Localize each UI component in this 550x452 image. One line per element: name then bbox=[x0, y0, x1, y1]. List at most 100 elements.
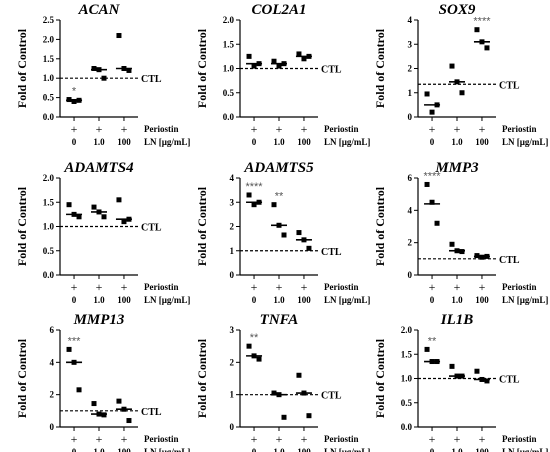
data-point bbox=[246, 53, 252, 59]
panel-title: ACAN bbox=[78, 2, 121, 18]
data-point bbox=[459, 249, 465, 255]
y-tick-label: 0.0 bbox=[401, 422, 413, 432]
row-label-periostin: Periostin bbox=[144, 434, 179, 444]
ln-dose-label: 1.0 bbox=[451, 295, 463, 305]
y-tick-label: 1 bbox=[230, 390, 235, 400]
ln-dose-label: 1.0 bbox=[93, 137, 105, 147]
significance-marker: **** bbox=[423, 170, 441, 182]
y-tick-label: 6 bbox=[408, 173, 413, 183]
data-point bbox=[449, 363, 455, 369]
y-axis-label: Fold of Control bbox=[15, 338, 29, 418]
data-point bbox=[296, 230, 302, 236]
row-label-periostin: Periostin bbox=[144, 124, 179, 134]
data-point bbox=[306, 245, 312, 251]
periostin-plus: + bbox=[301, 280, 308, 294]
data-point bbox=[251, 202, 257, 208]
y-tick-label: 2 bbox=[408, 64, 413, 74]
periostin-plus: + bbox=[454, 432, 461, 446]
data-point bbox=[246, 343, 252, 349]
periostin-plus: + bbox=[276, 122, 283, 136]
row-label-ln: LN [µg/mL] bbox=[502, 137, 548, 147]
data-point bbox=[66, 202, 72, 208]
row-label-periostin: Periostin bbox=[502, 434, 537, 444]
y-tick-label: 2.0 bbox=[401, 325, 413, 335]
data-point bbox=[101, 75, 107, 81]
panel-title: COL2A1 bbox=[251, 2, 306, 18]
ctl-label: CTL bbox=[141, 74, 162, 85]
ln-dose-label: 1.0 bbox=[93, 295, 105, 305]
data-point bbox=[296, 372, 302, 378]
data-point bbox=[91, 204, 97, 210]
y-tick-label: 0.5 bbox=[401, 398, 413, 408]
periostin-plus: + bbox=[429, 280, 436, 294]
ln-dose-label: 100 bbox=[475, 295, 489, 305]
ctl-label: CTL bbox=[499, 375, 520, 386]
y-tick-label: 2.0 bbox=[43, 34, 55, 44]
y-tick-label: 1.5 bbox=[401, 349, 413, 359]
ln-dose-label: 100 bbox=[117, 447, 131, 452]
ln-dose-label: 1.0 bbox=[451, 447, 463, 452]
periostin-plus: + bbox=[251, 432, 258, 446]
ln-dose-label: 1.0 bbox=[451, 137, 463, 147]
ln-dose-label: 0 bbox=[430, 295, 435, 305]
ln-dose-label: 1.0 bbox=[273, 447, 285, 452]
data-point bbox=[246, 192, 252, 198]
y-tick-label: 1.0 bbox=[43, 73, 55, 83]
ctl-label: CTL bbox=[321, 65, 342, 76]
row-label-periostin: Periostin bbox=[324, 282, 359, 292]
data-point bbox=[116, 398, 122, 404]
data-point bbox=[76, 214, 82, 220]
panel-acan: ACAN Fold of Control 0.0 0.5 1.0 1.5 2.0 2.5 CTL… bbox=[15, 2, 190, 147]
ln-dose-label: 1.0 bbox=[273, 295, 285, 305]
row-label-periostin: Periostin bbox=[502, 124, 537, 134]
data-point bbox=[449, 241, 455, 247]
ctl-label: CTL bbox=[499, 255, 520, 266]
y-tick-label: 2 bbox=[408, 238, 413, 248]
panel-title: IL1B bbox=[440, 312, 474, 328]
data-point bbox=[474, 368, 480, 374]
y-tick-label: 0 bbox=[230, 422, 235, 432]
data-point bbox=[424, 346, 430, 352]
panel-adamts4: ADAMTS4 Fold of Control 0.0 0.5 1.0 1.5 2.0 CTL… bbox=[15, 160, 190, 305]
y-tick-label: 1 bbox=[408, 88, 413, 98]
ctl-label: CTL bbox=[141, 223, 162, 234]
data-point bbox=[296, 51, 302, 57]
y-tick-label: 2.0 bbox=[43, 173, 55, 183]
periostin-plus: + bbox=[454, 280, 461, 294]
ln-dose-label: 100 bbox=[117, 295, 131, 305]
data-point bbox=[256, 356, 262, 362]
data-point bbox=[474, 253, 480, 259]
significance-marker: **** bbox=[245, 181, 263, 193]
y-axis-label: Fold of Control bbox=[15, 186, 29, 266]
y-tick-label: 0.0 bbox=[223, 112, 235, 122]
y-tick-label: 1 bbox=[230, 246, 235, 256]
data-point bbox=[251, 63, 257, 69]
row-label-ln: LN [µg/mL] bbox=[144, 295, 190, 305]
ln-dose-label: 0 bbox=[252, 295, 257, 305]
data-point bbox=[429, 199, 435, 205]
row-label-ln: LN [µg/mL] bbox=[324, 447, 370, 452]
periostin-plus: + bbox=[276, 432, 283, 446]
y-tick-label: 2 bbox=[50, 390, 55, 400]
data-point bbox=[429, 109, 435, 115]
y-axis-label: Fold of Control bbox=[373, 338, 387, 418]
panel-title: SOX9 bbox=[439, 2, 476, 18]
data-point bbox=[101, 214, 107, 220]
periostin-plus: + bbox=[121, 122, 128, 136]
ln-dose-label: 100 bbox=[297, 295, 311, 305]
data-point bbox=[121, 219, 127, 225]
row-label-periostin: Periostin bbox=[324, 124, 359, 134]
ctl-label: CTL bbox=[321, 391, 342, 402]
y-tick-label: 1.0 bbox=[223, 64, 235, 74]
y-tick-label: 3 bbox=[408, 39, 413, 49]
y-tick-label: 1.5 bbox=[223, 39, 235, 49]
y-tick-label: 0.5 bbox=[223, 88, 235, 98]
y-axis-label: Fold of Control bbox=[195, 186, 209, 266]
data-point bbox=[271, 202, 277, 208]
y-tick-label: 0 bbox=[408, 270, 413, 280]
ln-dose-label: 1.0 bbox=[273, 137, 285, 147]
y-tick-label: 3 bbox=[230, 325, 235, 335]
row-label-ln: LN [µg/mL] bbox=[324, 137, 370, 147]
